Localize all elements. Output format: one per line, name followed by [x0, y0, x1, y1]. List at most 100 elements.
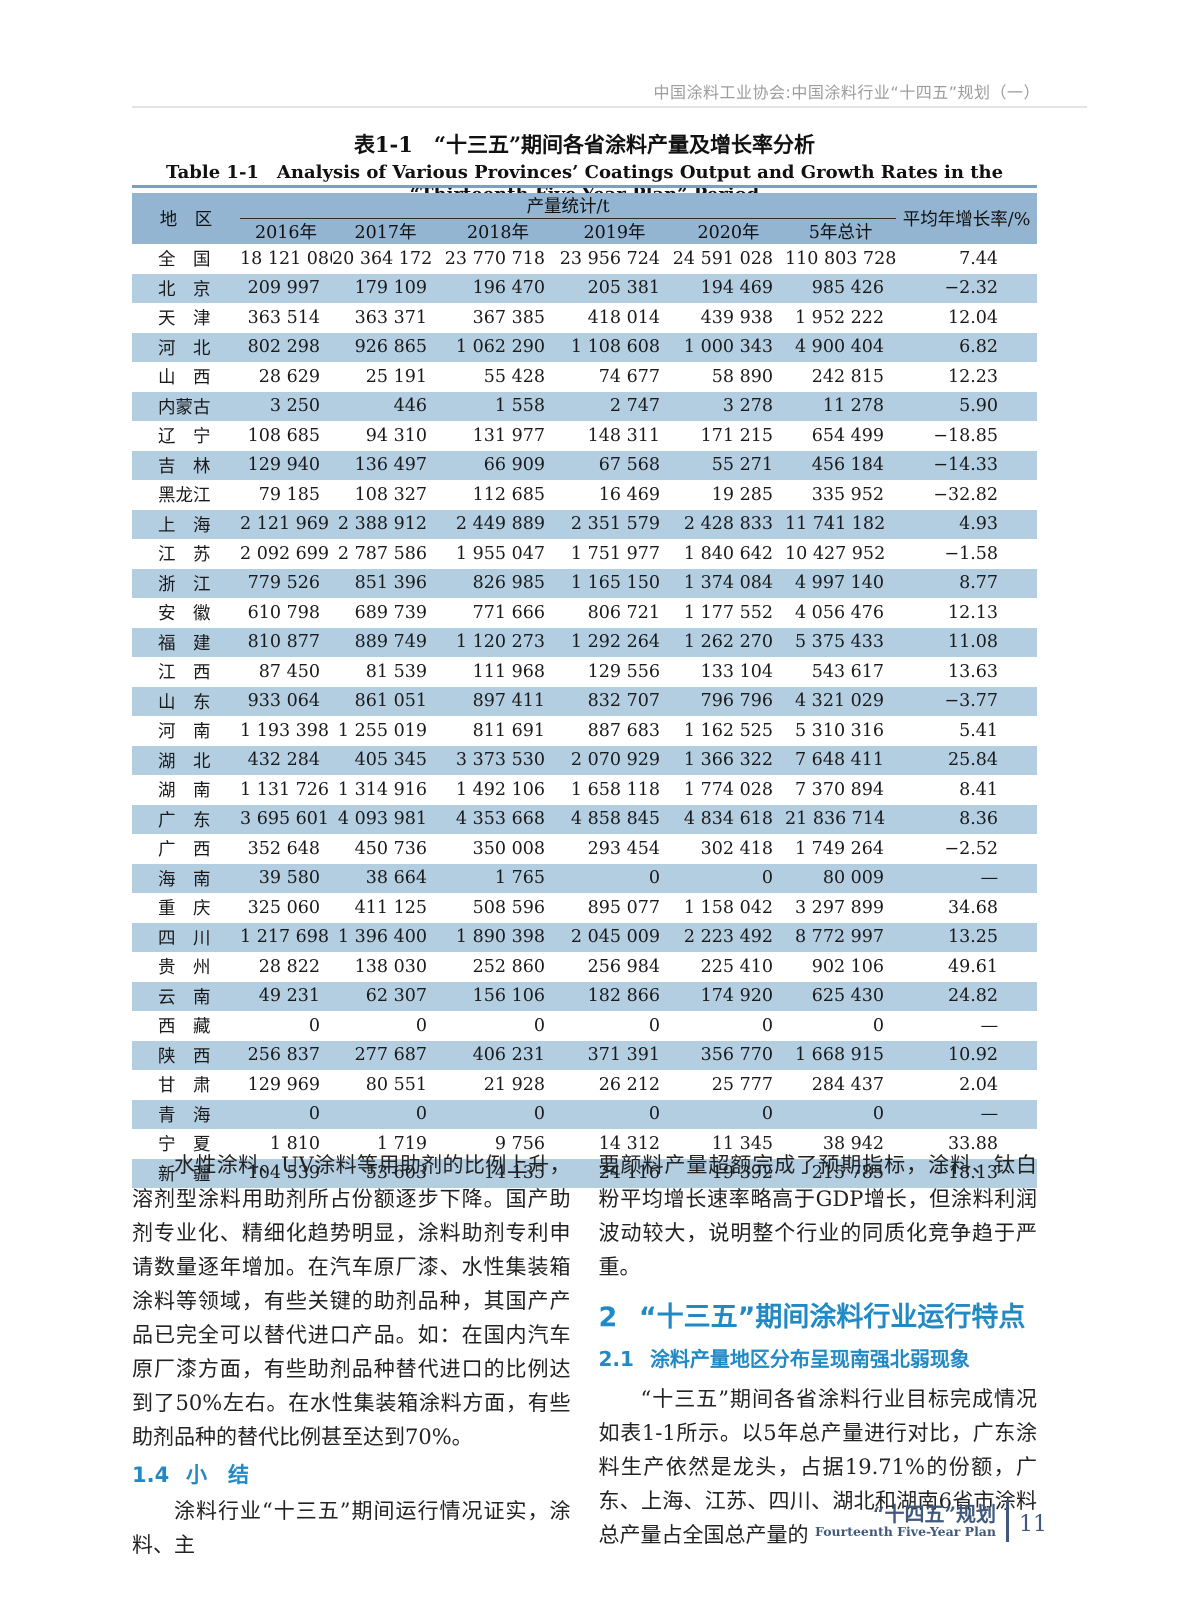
- region-cell: 重 庆: [158, 899, 211, 920]
- growth-cell: −1.58: [944, 543, 999, 564]
- value-cell: 277 687: [354, 1045, 427, 1066]
- value-cell: 28 629: [258, 366, 320, 387]
- region-cell: 上 海: [158, 515, 211, 536]
- growth-cell: 24.82: [947, 986, 999, 1007]
- table-row: 上 海 2 121 969 2 388 912 2 449 889 2 351 579 2…: [132, 509, 1038, 539]
- value-cell: 171 215: [700, 425, 773, 446]
- region-cell: 山 东: [158, 692, 211, 713]
- right-column: 要颜料产量超额完成了预期指标，涂料、钛白粉平均增长速率略高于GDP增长，但涂料利…: [599, 1148, 1038, 1562]
- value-cell: 242 815: [811, 366, 885, 387]
- footer-brand-en: Fourteenth Five-Year Plan: [815, 1524, 996, 1539]
- value-cell: 136 497: [354, 455, 427, 476]
- table-row: 江 西 87 450 81 539 111 968 129 556 133 104 543 …: [132, 657, 1037, 687]
- value-cell: 25 191: [365, 366, 427, 387]
- value-cell: 1 955 047: [455, 543, 545, 564]
- growth-cell: —: [980, 1015, 999, 1036]
- growth-cell: 2.04: [959, 1074, 999, 1095]
- value-cell: 24 591 028: [672, 248, 773, 269]
- value-cell: 450 736: [354, 838, 427, 859]
- value-cell: 610 798: [247, 602, 320, 623]
- region-cell: 贵 州: [158, 958, 211, 979]
- value-cell: 21 836 714: [785, 809, 886, 830]
- region-cell: 河 北: [158, 338, 211, 359]
- growth-column-header: 平均年增长率/%: [896, 193, 1038, 244]
- value-cell: 129 969: [247, 1074, 320, 1095]
- value-cell: 10 427 952: [785, 543, 886, 564]
- value-cell: 1 366 322: [683, 750, 773, 771]
- growth-cell: 8.77: [959, 573, 999, 594]
- value-cell: 0: [308, 1104, 320, 1125]
- region-cell: 湖 南: [158, 781, 211, 802]
- value-cell: 108 685: [247, 425, 320, 446]
- paragraph: 水性涂料、UV涂料等用助剂的比例上升，溶剂型涂料用助剂所占份额逐步下降。国产助剂…: [132, 1153, 571, 1449]
- value-cell: 8 772 997: [794, 927, 885, 948]
- value-cell: 895 077: [587, 897, 660, 918]
- table-row: 四 川 1 217 698 1 396 400 1 890 398 2 045 009 2…: [132, 922, 1038, 952]
- value-cell: 4 093 981: [337, 809, 427, 830]
- region-cell: 湖 北: [158, 751, 211, 772]
- table-row: 福 建 810 877 889 749 1 120 273 1 292 264 1 262…: [132, 627, 1038, 657]
- value-cell: 9 756: [494, 1133, 545, 1154]
- section-heading-2-1: 2.1 涂料产量地区分布呈现南强北弱现象: [599, 1344, 1038, 1374]
- value-cell: 14 312: [598, 1133, 660, 1154]
- value-cell: 1 558: [494, 396, 545, 417]
- value-cell: 179 109: [354, 278, 427, 299]
- left-column: 水性涂料、UV涂料等用助剂的比例上升，溶剂型涂料用助剂所占份额逐步下降。国产助剂…: [132, 1148, 571, 1562]
- value-cell: 2 223 492: [683, 927, 773, 948]
- value-cell: 689 739: [354, 602, 427, 623]
- growth-cell: 34.68: [947, 897, 999, 918]
- value-cell: 174 920: [700, 986, 773, 1007]
- value-cell: 3 373 530: [455, 750, 545, 771]
- value-cell: 543 617: [811, 661, 885, 682]
- value-cell: 625 430: [811, 986, 885, 1007]
- value-cell: 133 104: [700, 661, 773, 682]
- value-cell: 196 470: [472, 278, 545, 299]
- value-cell: 7 370 894: [794, 779, 885, 800]
- value-cell: 18 121 086: [240, 248, 332, 269]
- year-column-header: 2020年: [672, 218, 785, 244]
- region-cell: 全 国: [158, 250, 211, 271]
- value-cell: 23 956 724: [559, 248, 660, 269]
- value-cell: 302 418: [700, 838, 773, 859]
- value-cell: 371 391: [587, 1045, 660, 1066]
- value-cell: 0: [533, 1015, 545, 1036]
- value-cell: 2 747: [609, 396, 660, 417]
- value-cell: 7 648 411: [794, 750, 885, 771]
- region-cell: 宁 夏: [158, 1135, 211, 1156]
- value-cell: 1 177 552: [683, 602, 773, 623]
- growth-cell: 49.61: [947, 956, 999, 977]
- value-cell: 811 691: [472, 720, 545, 741]
- value-cell: 21 928: [483, 1074, 545, 1095]
- value-cell: 1 108 608: [570, 337, 660, 358]
- value-cell: 0: [872, 1104, 885, 1125]
- value-cell: 1 062 290: [455, 337, 545, 358]
- growth-cell: 5.90: [959, 396, 999, 417]
- value-cell: 2 351 579: [570, 514, 660, 535]
- value-cell: 0: [308, 1015, 320, 1036]
- output-group-header: 产量统计/t: [240, 193, 897, 219]
- value-cell: 889 749: [354, 632, 427, 653]
- value-cell: 933 064: [247, 691, 320, 712]
- value-cell: 0: [648, 1015, 660, 1036]
- value-cell: 87 450: [258, 661, 320, 682]
- growth-cell: −2.32: [944, 278, 999, 299]
- value-cell: 11 741 182: [785, 514, 886, 535]
- body-text-columns: 水性涂料、UV涂料等用助剂的比例上升，溶剂型涂料用助剂所占份额逐步下降。国产助剂…: [132, 1148, 1037, 1562]
- value-cell: 411 125: [354, 897, 427, 918]
- value-cell: 1 396 400: [337, 927, 427, 948]
- value-cell: 67 568: [598, 455, 660, 476]
- value-cell: 2 121 969: [240, 514, 330, 535]
- value-cell: 1 217 698: [240, 927, 330, 948]
- value-cell: 94 310: [365, 425, 427, 446]
- growth-cell: —: [980, 868, 999, 889]
- paragraph: “十三五”期间各省涂料行业目标完成情况如表1-1所示。以5年总产量进行对比，广东…: [598, 1387, 1038, 1547]
- value-cell: 356 770: [700, 1045, 773, 1066]
- growth-cell: —: [980, 1104, 999, 1125]
- value-cell: 38 942: [822, 1133, 885, 1154]
- value-cell: 20 364 172: [332, 248, 433, 269]
- value-cell: 156 106: [472, 986, 545, 1007]
- value-cell: 80 009: [822, 868, 885, 889]
- region-cell: 天 津: [158, 309, 211, 330]
- value-cell: 325 060: [247, 897, 320, 918]
- value-cell: 3 250: [269, 396, 320, 417]
